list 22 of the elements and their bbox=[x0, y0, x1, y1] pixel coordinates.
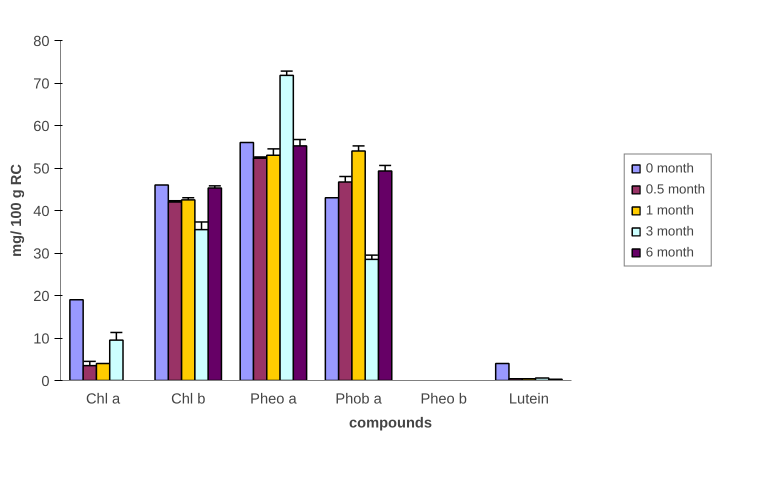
x-tick-label: Pheo b bbox=[420, 392, 467, 408]
x-tick-label: Phob a bbox=[335, 392, 383, 408]
legend-label: 0 month bbox=[646, 160, 694, 176]
x-tick-label: Chl b bbox=[171, 392, 206, 408]
x-axis-title: compounds bbox=[348, 416, 432, 432]
legend-label: 1 month bbox=[646, 202, 694, 218]
y-tick-label: 40 bbox=[33, 204, 50, 220]
y-tick-label: 20 bbox=[33, 289, 50, 305]
x-tick-label: Lutein bbox=[508, 392, 549, 408]
x-tick-label: Pheo a bbox=[250, 392, 298, 408]
legend-label: 0.5 month bbox=[646, 182, 705, 196]
y-tick-label: 30 bbox=[33, 246, 50, 262]
y-tick-label: 70 bbox=[33, 76, 50, 92]
x-tick-label: Chl a bbox=[86, 392, 122, 408]
y-axis-title: mg/ 100 g RC bbox=[9, 164, 26, 257]
y-tick-label: 50 bbox=[33, 162, 50, 178]
legend-label: 6 month bbox=[646, 244, 694, 260]
y-tick-label: 10 bbox=[33, 332, 50, 348]
y-tick-label: 80 bbox=[33, 34, 50, 50]
legend-label: 3 month bbox=[646, 224, 694, 238]
y-tick-label: 0 bbox=[41, 374, 50, 390]
y-tick-label: 60 bbox=[33, 119, 50, 135]
